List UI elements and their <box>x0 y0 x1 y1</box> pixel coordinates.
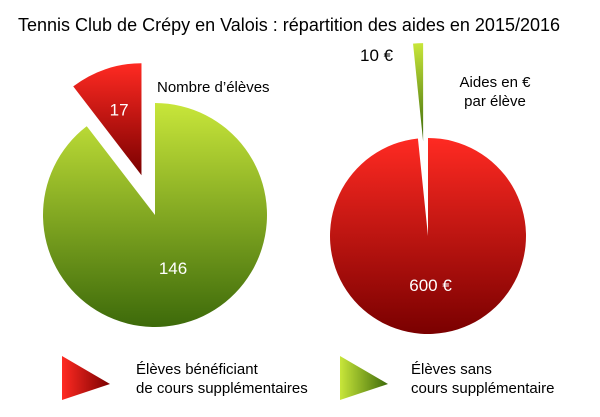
pie2-slice-0 <box>330 138 527 334</box>
pie1-value-label-1: 146 <box>159 259 187 278</box>
pie2-annotation-line1: Aides en € <box>460 74 532 91</box>
pie-aides-par-eleve: 600 € 10 € <box>330 43 527 334</box>
legend-green-label-line1: Élèves sans <box>411 361 492 378</box>
legend-red-swatch <box>62 356 110 400</box>
pie2-annotation-line2: par élève <box>464 93 526 110</box>
pie2-value-label-1: 10 € <box>360 46 394 65</box>
legend-red-label-line1: Élèves bénéficiant <box>136 361 259 378</box>
pie1-annotation: Nombre d’élèves <box>157 79 270 96</box>
legend-green-label-line2: cours supplémentaire <box>411 380 554 397</box>
legend-green-swatch <box>340 356 388 400</box>
pie1-value-label-0: 17 <box>110 100 129 119</box>
pie2-slice-1 <box>413 43 424 142</box>
pie-nombre-eleves: 17 146 <box>43 63 268 327</box>
pie1-slice-1 <box>43 103 268 327</box>
chart-title: Tennis Club de Crépy en Valois : réparti… <box>18 15 560 35</box>
pie1-slice-0 <box>73 63 142 176</box>
legend-red-label-line2: de cours supplémentaires <box>136 380 308 397</box>
pie2-value-label-0: 600 € <box>409 276 452 295</box>
